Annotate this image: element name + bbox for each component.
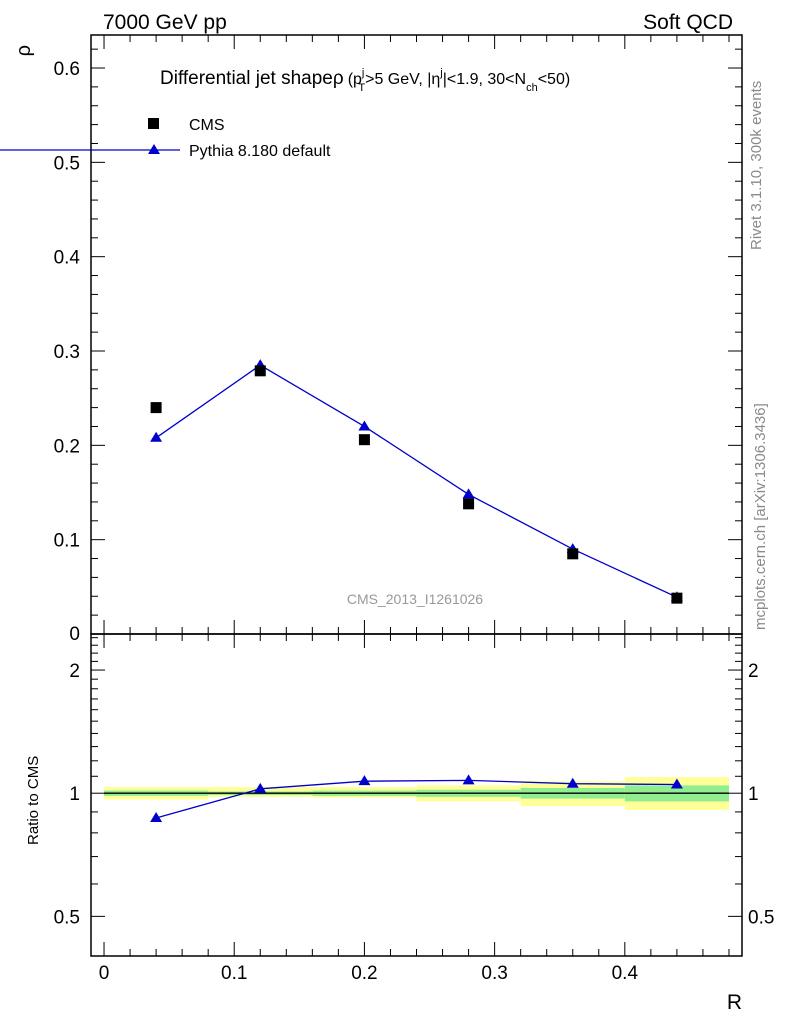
legend-cms-marker (148, 118, 159, 129)
legend-pythia-label: Pythia 8.180 default (189, 143, 331, 160)
ratio-y-tick-label: 0.5 (54, 907, 80, 928)
x-tick-label: 0.2 (351, 963, 377, 984)
ratio-pythia-point (462, 774, 475, 785)
x-tick-label: 0.1 (221, 963, 247, 984)
pythia-point (150, 431, 163, 442)
rivet-version-label: Rivet 3.1.10, 300k events (748, 81, 765, 250)
y-tick-label: 0.2 (54, 436, 80, 457)
ratio-pythia-point (358, 775, 371, 786)
cms-data-point (567, 548, 579, 560)
ratio-y-axis-label: Ratio to CMS (25, 756, 42, 845)
y-tick-label: 0.4 (54, 248, 81, 269)
legend: CMS Pythia 8.180 default (0, 117, 331, 160)
pythia-point (462, 488, 475, 499)
y-axis-label: ρ (13, 45, 35, 56)
header-energy: 7000 GeV pp (103, 11, 227, 34)
cms-data-point (358, 434, 370, 446)
ratio-y-tick-label-right: 1 (748, 784, 759, 805)
cms-data-point (463, 498, 475, 510)
legend-pythia-marker (148, 144, 160, 154)
y-tick-label: 0.5 (54, 153, 80, 174)
ratio-y-tick-label-right: 0.5 (748, 907, 774, 928)
ratio-pythia-point (670, 778, 683, 789)
analysis-label: CMS_2013_I1261026 (347, 591, 483, 607)
source-url-label: mcplots.cern.ch [arXiv:1306.3436] (752, 403, 769, 630)
y-tick-label: 0.1 (54, 531, 80, 552)
pythia-line (155, 364, 678, 598)
y-tick-label: 0.3 (54, 342, 80, 363)
ratio-pythia-line (155, 779, 677, 819)
ratio-pythia-point (566, 777, 579, 788)
ratio-y-tick-label-right: 2 (748, 661, 759, 682)
x-tick-label: 0.4 (612, 963, 639, 984)
x-axis-label: R (727, 991, 742, 1014)
legend-cms-label: CMS (189, 117, 225, 134)
x-tick-label: 0.3 (481, 963, 507, 984)
chart-title: Differential jet shapeρ (pj T>5 GeV, |ηj|<… (160, 67, 570, 94)
header-category: Soft QCD (643, 11, 733, 34)
y-tick-label: 0.6 (54, 59, 80, 80)
cms-data-point (671, 592, 683, 604)
x-tick-label: 0 (99, 963, 110, 984)
ratio-pythia-point (254, 782, 267, 793)
ratio-y-tick-label: 2 (69, 661, 80, 682)
ratio-pythia-point (150, 811, 163, 822)
y-tick-label-zero: 0 (69, 624, 80, 645)
cms-data-point (150, 402, 162, 414)
ratio-y-tick-label: 1 (69, 784, 80, 805)
pythia-point (358, 420, 371, 431)
cms-data-point (254, 365, 266, 377)
